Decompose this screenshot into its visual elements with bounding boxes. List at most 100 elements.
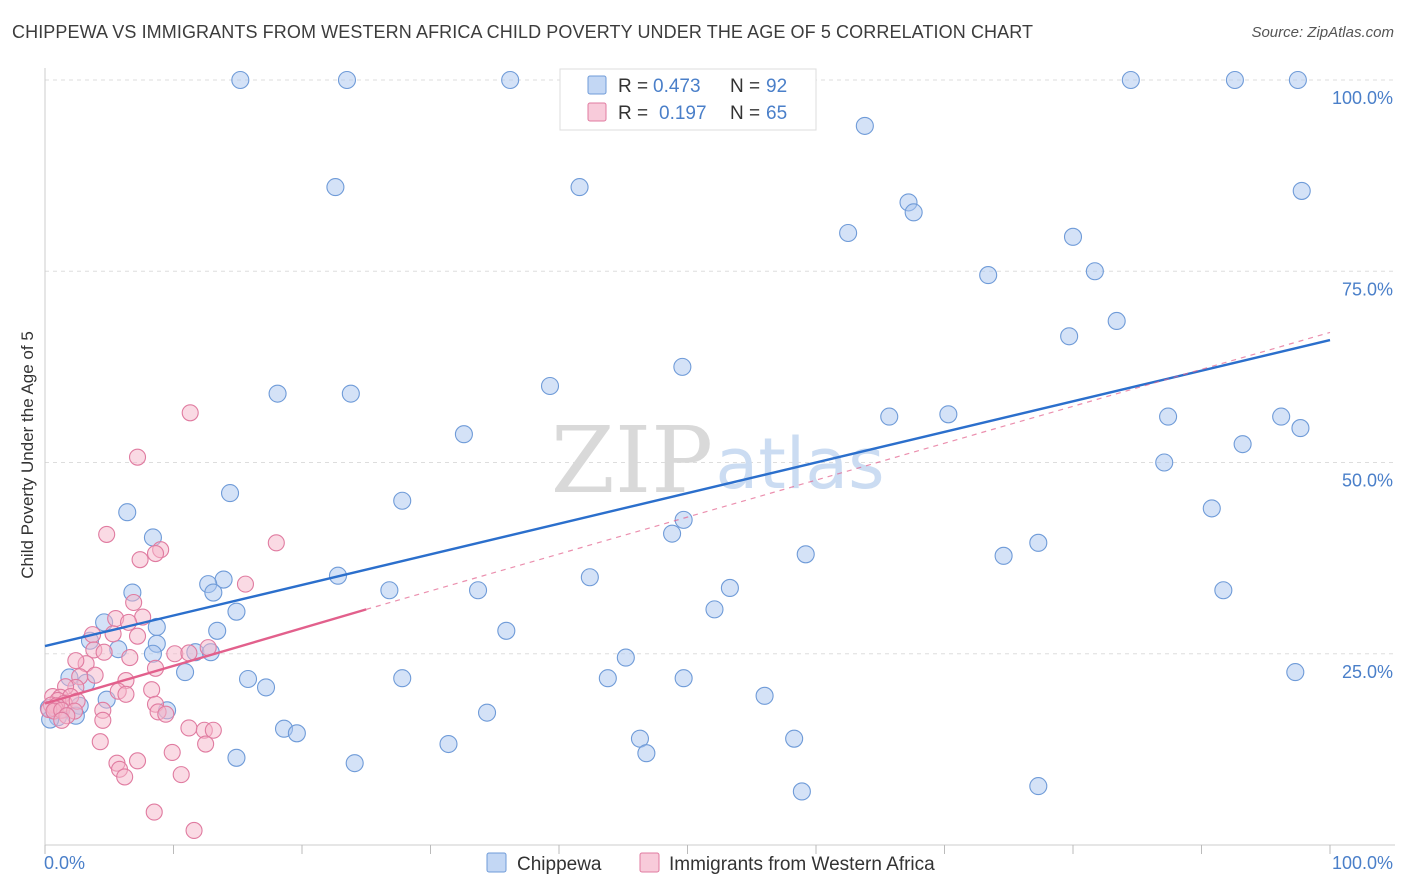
chippewa-point [345,754,364,773]
stats-n-value: 92 [766,76,787,97]
y-tick-label: 75.0% [1342,279,1393,299]
chippewa-point [1159,407,1178,426]
legend-label-chippewa: Chippewa [517,854,602,875]
immigrants-point [67,652,85,670]
legend-label-immigrants: Immigrants from Western Africa [669,854,935,875]
chippewa-point [501,70,520,90]
chippewa-point [468,581,488,600]
watermark-atlas: atlas [715,423,884,505]
source-credit: Source: ZipAtlas.com [1251,24,1394,41]
legend-swatch-chippewa [486,852,507,873]
chippewa-point [477,703,497,722]
chippewa-point [1085,262,1104,281]
chippewa-point [839,223,858,243]
chippewa-point [616,648,635,667]
stats-n-label: N = [730,103,760,124]
chippewa-point [1233,435,1252,454]
y-tick-label: 25.0% [1342,662,1393,682]
immigrants-point [128,448,147,466]
chippewa-point [1029,777,1048,796]
stats-r-label: R = [618,103,648,124]
stats-n-value: 65 [766,103,787,124]
immigrants-points [40,404,285,840]
y-tick-label: 50.0% [1342,471,1393,491]
watermark: ZIP atlas [551,407,885,514]
chippewa-point [238,669,258,689]
watermark-zip: ZIP [551,407,713,514]
chippewa-point [176,663,195,682]
chippewa-point [674,669,693,688]
chippewa-point [705,600,724,619]
immigrants-point [95,643,113,661]
chippewa-point [1107,311,1126,331]
chippewa-point [1291,419,1310,438]
immigrants-point [117,685,135,703]
stats-legend: R = 0.473 N = 92 R = 0.197 N = 65 [559,68,817,131]
chippewa-point [1060,327,1079,346]
chippewa-point [208,621,227,640]
chippewa-point [287,724,306,743]
chippewa-point [979,266,998,285]
chippewa-point [1063,227,1083,246]
y-tick-label: 100.0% [1332,88,1393,108]
immigrants-point [267,534,285,552]
immigrants-point [116,768,134,786]
grid-lines [45,79,1395,655]
stats-swatch-chippewa [587,75,607,95]
series-legend: Chippewa Immigrants from Western Africa [486,852,935,875]
chippewa-point [393,491,412,510]
immigrants-point [197,735,215,753]
chippewa-point [380,581,399,600]
chippewa-point [570,178,589,197]
y-axis-label: Child Poverty Under the Age of 5 [18,331,37,579]
stats-n-label: N = [730,76,760,97]
chippewa-point [268,384,287,403]
chippewa-point [256,678,276,697]
chippewa-point [1292,181,1311,200]
chippewa-point [393,669,412,688]
chippewa-point [792,782,811,801]
chippewa-point [1288,70,1307,90]
immigrants-point [157,705,175,723]
immigrants-point [185,821,203,840]
immigrants-trend-line [44,608,367,705]
chippewa-point [497,621,516,640]
chippewa-point [1214,581,1233,600]
chippewa-point [220,484,240,503]
x-tick-labels: 0.0% 100.0% [44,853,1393,873]
chippewa-point [673,357,692,376]
trend-line-extension [366,331,1331,610]
stats-r-label: R = [618,76,648,97]
immigrants-point [53,711,71,729]
chippewa-point [1272,407,1291,426]
stats-swatch-immigrants [587,102,607,122]
stats-r-value: 0.197 [659,103,707,124]
chippewa-point [227,748,246,767]
chippewa-point [231,70,250,90]
chippewa-trend-line [44,338,1331,648]
chippewa-point [454,425,473,444]
chippewa-point [880,407,899,426]
chippewa-point [326,178,345,197]
chippewa-point [118,503,137,522]
immigrants-point [145,803,163,821]
immigrants-point [236,575,255,593]
chippewa-point [341,384,360,403]
chippewa-point [204,583,223,602]
chippewa-point [755,686,774,705]
chippewa-point [1155,453,1174,472]
chippewa-point [439,734,458,754]
immigrants-point [94,711,112,729]
chippewa-point [1225,70,1244,90]
immigrants-point [146,544,165,563]
immigrants-point [172,766,190,784]
immigrants-point [91,733,109,751]
trend-lines [44,331,1331,705]
chippewa-point [720,578,739,598]
chippewa-point [540,376,560,396]
immigrants-point [98,525,116,543]
chippewa-point [785,729,804,748]
chippewa-point [143,644,162,663]
immigrants-point [143,681,161,699]
